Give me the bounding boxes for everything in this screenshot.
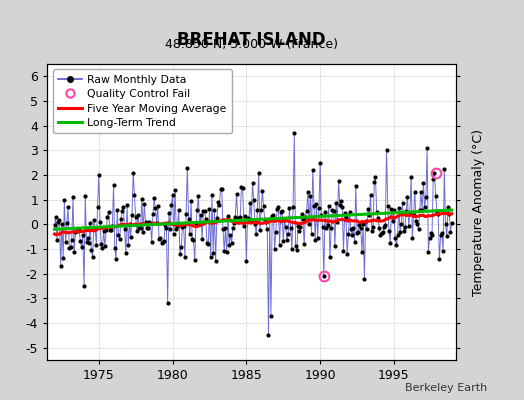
Legend: Raw Monthly Data, Quality Control Fail, Five Year Moving Average, Long-Term Tren: Raw Monthly Data, Quality Control Fail, … <box>52 70 232 133</box>
Title: BREHAT ISLAND: BREHAT ISLAND <box>177 30 326 48</box>
Text: Berkeley Earth: Berkeley Earth <box>405 383 487 393</box>
Y-axis label: Temperature Anomaly (°C): Temperature Anomaly (°C) <box>472 128 485 296</box>
Text: 48.850 N, 3.000 W (France): 48.850 N, 3.000 W (France) <box>165 38 338 51</box>
